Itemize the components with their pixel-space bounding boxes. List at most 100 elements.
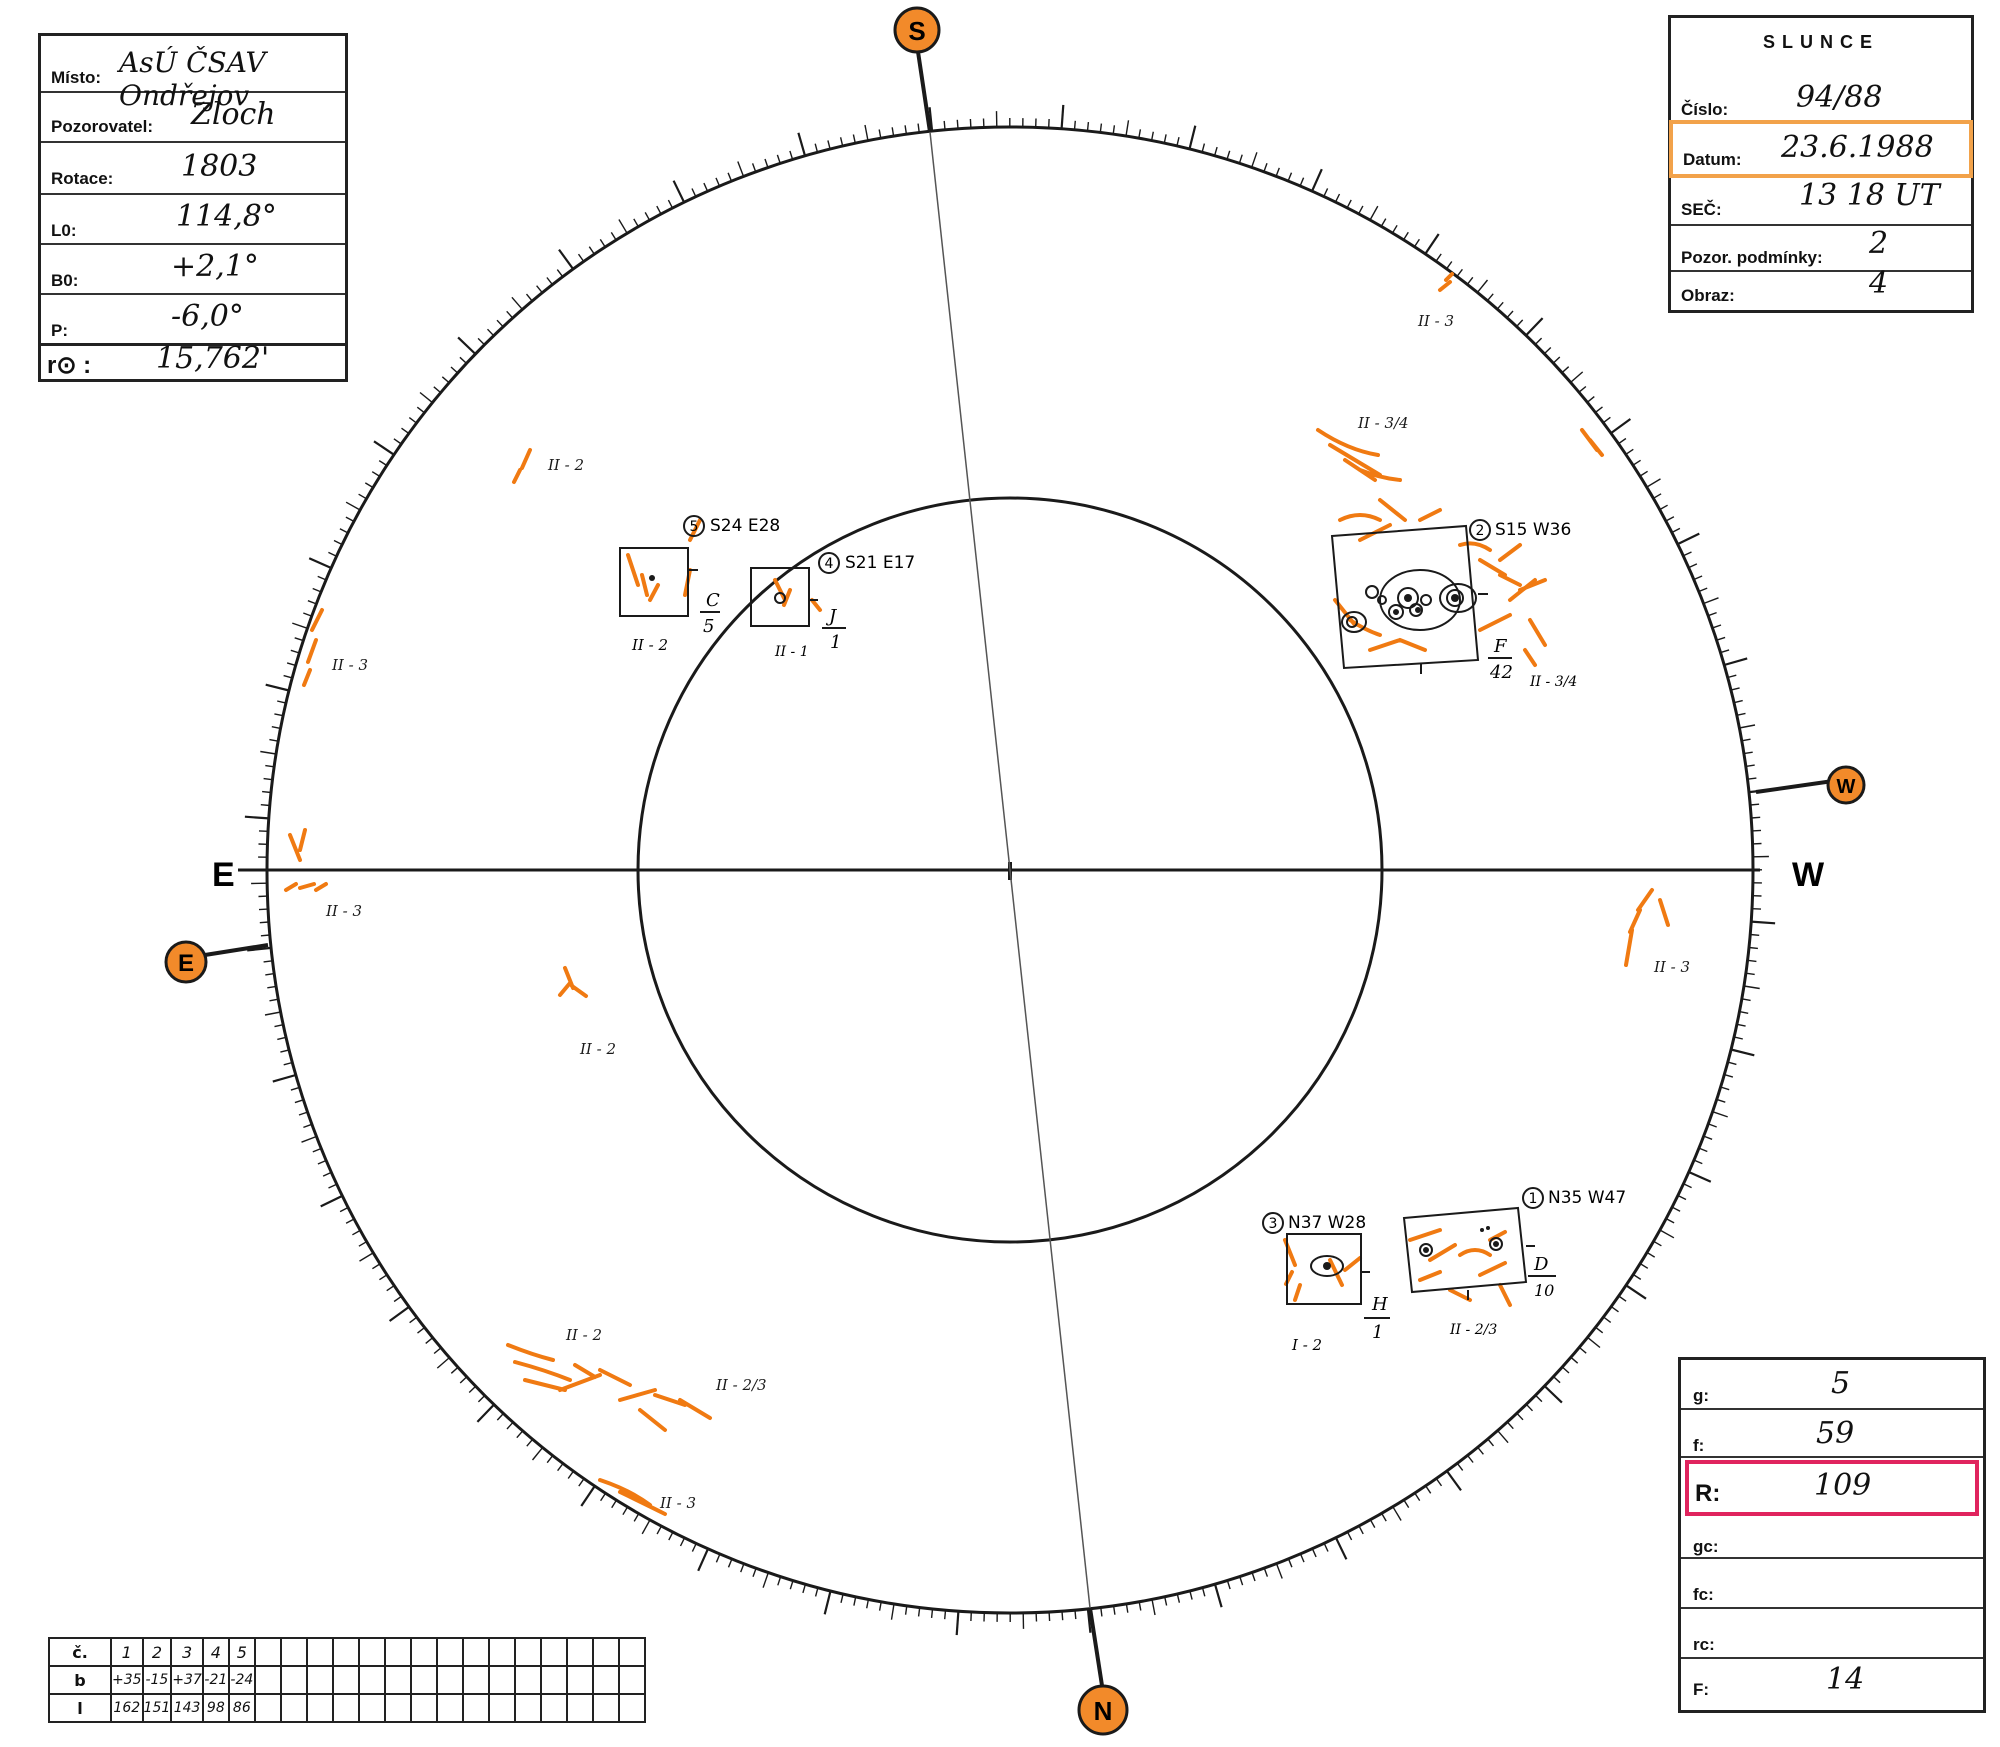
limb-tick	[917, 1607, 921, 1617]
facula-labels: II - 3 II - 3/4 II - 2 II - 3 II - 3 II …	[325, 312, 1690, 1512]
table-row: č. 1 2 3 4 5	[48, 1637, 646, 1667]
limb-tick	[1086, 122, 1090, 132]
time-row: SEČ: 13 18 UT	[1671, 176, 1971, 226]
table-cell: 86	[227, 1693, 256, 1723]
rotation-row: Rotace: 1803	[41, 143, 345, 195]
svg-text:S: S	[908, 16, 925, 46]
limb-tick	[776, 154, 781, 164]
limb-tick	[1703, 597, 1719, 605]
groups-value: 5	[1831, 1366, 1851, 1401]
west-pointer	[1755, 778, 1841, 794]
b0-label: B0:	[51, 271, 79, 290]
limb-tick	[1334, 1537, 1348, 1560]
limb-tick	[1497, 1430, 1509, 1444]
limb-tick	[802, 1584, 807, 1594]
limb-tick	[1602, 416, 1611, 424]
limb-tick	[1213, 146, 1218, 156]
group-count: 5	[703, 616, 714, 637]
limb-tick	[703, 182, 709, 192]
group-facula-note: II - 3/4	[1529, 674, 1577, 690]
facula-mark	[1498, 543, 1547, 667]
limb-tick	[345, 501, 361, 511]
limb-tick	[1125, 120, 1130, 137]
limb-tick	[610, 232, 617, 241]
limb-tick	[373, 440, 395, 456]
limb-tick	[827, 140, 831, 150]
sunspot	[774, 592, 786, 604]
limb-tick	[1086, 1608, 1092, 1633]
group-facula-note: I - 2	[1291, 1336, 1322, 1354]
limb-tick	[1048, 1611, 1051, 1622]
limb-tick	[269, 998, 279, 1002]
limb-tick	[1425, 1485, 1432, 1494]
limb-tick	[633, 1513, 640, 1522]
table-cell: 5	[227, 1637, 256, 1667]
limb-tick	[1747, 959, 1757, 963]
limb-tick	[1391, 224, 1398, 234]
l0-label: L0:	[51, 221, 77, 240]
table-cell: -21	[201, 1665, 230, 1695]
r-value: 109	[1814, 1468, 1872, 1503]
limb-tick	[969, 118, 972, 129]
table-row: l 162 151 143 98 86	[48, 1693, 646, 1723]
rc-label: rc:	[1693, 1635, 1715, 1654]
limb-tick	[1060, 104, 1065, 129]
group-number: 1	[1529, 1191, 1538, 1207]
limb-tick	[864, 124, 869, 141]
limb-tick	[1424, 233, 1440, 255]
fc-row: fc:	[1681, 1559, 1983, 1609]
limb-tick	[641, 1519, 651, 1535]
rc-row: rc:	[1681, 1609, 1983, 1659]
facula-count-row: F: 14	[1681, 1660, 1983, 1706]
group-position: N37 W28	[1288, 1213, 1366, 1233]
group-number: 2	[1476, 523, 1485, 539]
limb-tick	[272, 1073, 297, 1083]
table-cell: 143	[170, 1693, 204, 1723]
limb-tick	[1653, 493, 1662, 499]
sunspot	[649, 575, 655, 581]
limb-tick	[1226, 1580, 1231, 1590]
limb-tick	[1543, 1385, 1563, 1404]
limb-tick	[1552, 356, 1561, 364]
limb-tick	[298, 1111, 308, 1116]
observation-info-box: Místo: AsÚ ČSAV Ondřejov Pozorovatel: Zl…	[38, 33, 348, 382]
east-axis-label: E	[212, 856, 235, 894]
limb-tick	[1712, 1111, 1728, 1118]
limb-tick	[1074, 1610, 1077, 1620]
limb-tick	[1061, 1611, 1064, 1621]
group-class: H	[1371, 1294, 1388, 1315]
limb-tick	[1693, 575, 1703, 581]
conditions-value: 2	[1869, 226, 1889, 261]
limb-tick	[1476, 279, 1489, 293]
limb-tick	[1720, 649, 1730, 654]
table-cell: 2	[141, 1637, 173, 1667]
group-count: 42	[1489, 662, 1513, 683]
limb-tick	[1659, 1229, 1675, 1239]
group-class: F	[1493, 636, 1508, 657]
table-cell: -24	[227, 1665, 256, 1695]
limb-tick	[715, 177, 721, 187]
limb-tick	[1310, 168, 1323, 192]
table-cell: 98	[201, 1693, 230, 1723]
limb-tick	[308, 557, 332, 570]
facula-mark	[626, 518, 702, 602]
limb-tick	[691, 1543, 697, 1552]
limb-tick	[1570, 1356, 1579, 1364]
sunspot-cluster	[1341, 569, 1477, 633]
conditions-label: Pozor. podmínky:	[1681, 248, 1823, 267]
limb-tick	[1739, 724, 1756, 729]
limb-tick	[956, 119, 959, 129]
limb-tick	[290, 1086, 300, 1091]
date-row: Datum: 23.6.1988	[1669, 120, 1973, 178]
limb-tick	[1403, 1499, 1410, 1508]
limb-tick	[1730, 687, 1740, 691]
limb-tick	[618, 219, 628, 234]
facula-mark	[558, 966, 588, 998]
limb-tick	[516, 1430, 524, 1439]
radius-value: 15,762'	[156, 341, 270, 376]
limb-tick	[1750, 803, 1760, 806]
l0-value: 114,8°	[176, 199, 277, 234]
number-value: 94/88	[1796, 80, 1883, 115]
limb-tick	[371, 471, 381, 477]
limb-tick	[955, 1611, 960, 1636]
